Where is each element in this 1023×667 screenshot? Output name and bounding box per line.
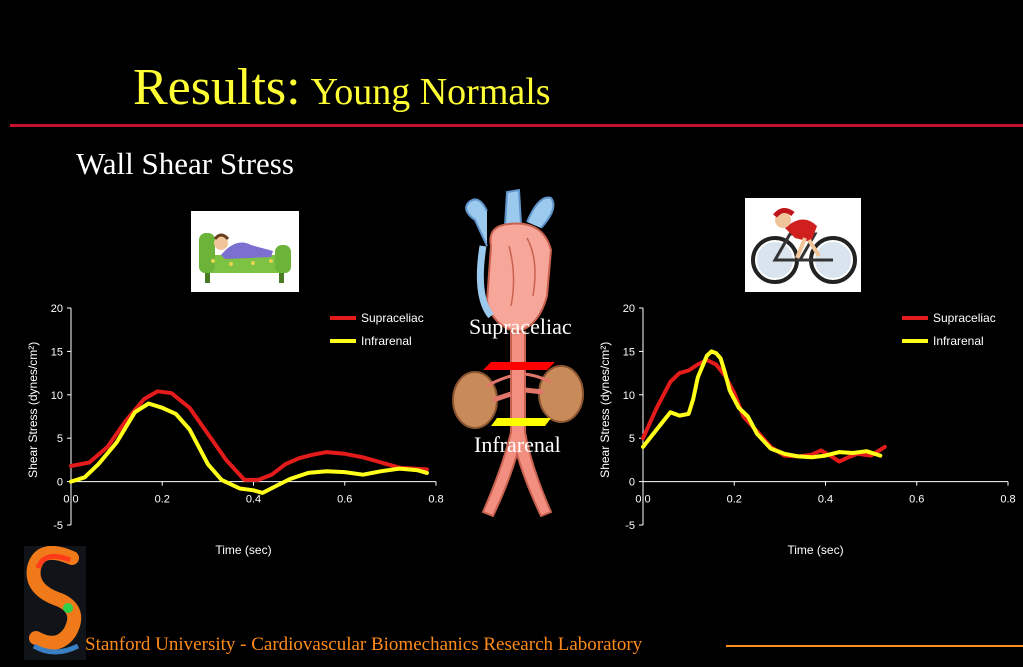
series-line-supraceliac — [69, 389, 429, 482]
x-tick-label: 0.8 — [1000, 494, 1015, 506]
exercise-chart: -5 0 5 10 15 20 0.0 0.2 0.4 0.6 0.8 Time (sec) Shear… — [592, 296, 1020, 566]
title-main: Results: — [133, 59, 301, 116]
aorta-diagram — [447, 186, 587, 520]
legend-label: Supraceliac — [933, 311, 996, 325]
footer-text: Stanford University - Cardiovascular Bio… — [85, 634, 643, 655]
infrarenal-label: Infrarenal — [474, 432, 561, 457]
series-line-infrarenal — [641, 349, 883, 460]
stanford-logo — [24, 545, 86, 660]
slide-title: Results: Young Normals — [133, 58, 551, 117]
series-line-infrarenal — [69, 401, 429, 495]
cyclist-picture — [745, 198, 861, 292]
y-axis-label: Shear Stress (dynes/cm²) — [598, 342, 612, 478]
legend-label: Infrarenal — [933, 334, 984, 348]
x-tick-label: 0.0 — [63, 494, 78, 506]
series-line-supraceliac — [641, 358, 887, 464]
y-tick-label: 5 — [57, 433, 63, 445]
x-tick-label: 0.6 — [337, 494, 352, 506]
x-tick-label: 0.2 — [155, 494, 170, 506]
legend-label: Infrarenal — [361, 334, 412, 348]
resting-person-picture — [191, 211, 299, 292]
footer-line — [726, 645, 1023, 647]
y-tick-label: 15 — [623, 346, 635, 358]
legend-label: Supraceliac — [361, 311, 424, 325]
supraceliac-label: Supraceliac — [469, 314, 572, 339]
y-tick-label: 10 — [623, 390, 635, 402]
x-tick-label: 0.8 — [428, 494, 443, 506]
y-tick-label: 20 — [51, 303, 63, 315]
slide-subtitle: Wall Shear Stress — [76, 146, 294, 181]
x-tick-label: 0.0 — [635, 494, 650, 506]
x-tick-label: 0.2 — [727, 494, 742, 506]
y-tick-label: 5 — [629, 433, 635, 445]
y-tick-label: -5 — [625, 520, 635, 532]
x-tick-label: 0.6 — [909, 494, 924, 506]
title-rule — [10, 124, 1023, 127]
rest-chart: -5 0 5 10 15 20 0.0 0.2 0.4 0.6 0.8 Time (sec) Shear… — [20, 296, 450, 566]
y-axis-label: Shear Stress (dynes/cm²) — [26, 342, 40, 478]
x-axis-label: Time (sec) — [215, 543, 271, 557]
title-sub: Young Normals — [310, 71, 551, 113]
y-tick-label: 0 — [57, 477, 63, 489]
y-tick-label: 15 — [51, 346, 63, 358]
x-tick-label: 0.4 — [818, 494, 833, 506]
x-axis-label: Time (sec) — [787, 543, 843, 557]
y-tick-label: -5 — [53, 520, 63, 532]
x-tick-label: 0.4 — [246, 494, 261, 506]
y-tick-label: 10 — [51, 390, 63, 402]
y-tick-label: 20 — [623, 303, 635, 315]
y-tick-label: 0 — [629, 477, 635, 489]
